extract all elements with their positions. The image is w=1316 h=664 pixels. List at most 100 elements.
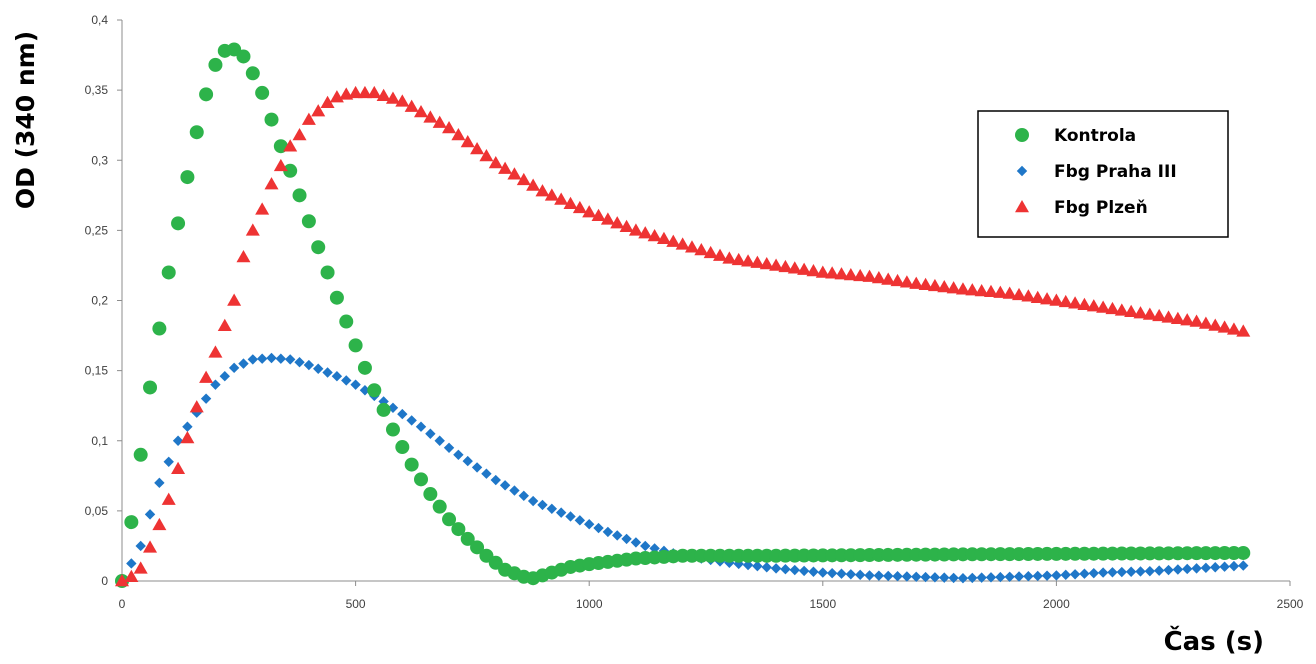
data-point-triangle	[647, 228, 662, 242]
data-point-triangle	[572, 200, 587, 214]
data-point-triangle	[899, 275, 914, 288]
data-point-triangle	[1068, 296, 1083, 309]
data-point-circle	[470, 540, 485, 555]
data-point-triangle	[937, 280, 952, 293]
data-point-triangle	[124, 569, 139, 583]
data-point-triangle	[479, 149, 494, 162]
data-point-diamond	[490, 474, 501, 486]
data-point-triangle	[152, 517, 167, 531]
data-point-triangle	[376, 88, 391, 101]
data-point-diamond	[864, 570, 875, 581]
data-point-triangle	[862, 269, 877, 282]
legend-label: Fbg Plzeň	[1054, 198, 1148, 218]
data-point-triangle	[1226, 322, 1241, 335]
data-point-triangle	[320, 95, 335, 108]
data-point-diamond	[1238, 560, 1249, 571]
data-point-diamond	[238, 358, 249, 369]
data-point-triangle	[675, 237, 690, 250]
data-point-triangle	[1077, 297, 1092, 310]
data-point-triangle	[255, 202, 270, 215]
x-tick-label: 1500	[809, 597, 836, 611]
data-point-diamond	[144, 509, 156, 520]
data-point-triangle	[1030, 290, 1045, 303]
data-point-circle	[208, 57, 223, 72]
data-point-triangle	[881, 272, 896, 285]
legend-label: Kontrola	[1054, 126, 1136, 146]
data-point-triangle	[385, 91, 400, 104]
data-point-diamond	[873, 570, 885, 581]
x-axis-title: Čas (s)	[1164, 625, 1264, 657]
x-tick-label: 2500	[1277, 597, 1304, 611]
data-point-triangle	[815, 265, 830, 278]
data-point-triangle	[955, 282, 970, 295]
data-point-diamond	[845, 569, 857, 580]
data-point-triangle	[1236, 324, 1251, 337]
data-point-triangle	[1189, 314, 1204, 327]
data-point-diamond	[929, 572, 941, 583]
data-point-circle	[329, 290, 344, 305]
data-point-triangle	[965, 283, 980, 296]
data-point-triangle	[600, 212, 615, 225]
data-point-triangle	[591, 208, 606, 222]
data-point-diamond	[546, 503, 558, 514]
data-point-triangle	[769, 258, 784, 271]
legend: Kontrola Fbg Praha III Fbg Plzeň	[977, 110, 1229, 238]
data-point-diamond	[967, 572, 978, 584]
data-point-triangle	[610, 216, 625, 229]
data-point-triangle	[834, 267, 849, 280]
data-point-triangle	[1040, 292, 1055, 305]
data-point-circle	[143, 380, 158, 395]
data-point-diamond	[341, 375, 352, 386]
y-tick-labels: 0 0,05 0,1 0,15 0,2 0,25 0,3 0,35 0,4	[85, 13, 122, 588]
data-point-diamond	[957, 572, 969, 584]
data-point-triangle	[1152, 308, 1167, 322]
data-point-diamond	[1041, 570, 1053, 581]
data-point-diamond	[200, 393, 212, 404]
data-point-triangle	[273, 158, 288, 172]
data-point-circle	[199, 87, 214, 102]
data-point-circle	[133, 447, 148, 462]
data-point-diamond	[350, 379, 361, 390]
data-point-diamond	[1088, 567, 1099, 579]
data-point-triangle	[1021, 289, 1036, 302]
data-point-circle	[339, 314, 354, 329]
data-point-circle	[152, 321, 167, 336]
legend-marker-diamond	[1016, 165, 1028, 177]
data-point-circle	[395, 440, 410, 455]
x-tick-label: 1000	[576, 597, 603, 611]
data-point-triangle	[656, 231, 671, 245]
data-point-triangle	[264, 177, 279, 190]
data-point-triangle	[909, 276, 924, 289]
data-point-triangle	[731, 252, 746, 266]
y-tick-label: 0,4	[91, 13, 108, 27]
data-point-circle	[245, 66, 260, 81]
data-point-triangle	[544, 188, 559, 201]
data-point-diamond	[1153, 565, 1165, 576]
data-point-triangle	[404, 99, 419, 112]
data-point-diamond	[210, 379, 221, 390]
data-point-diamond	[584, 518, 595, 530]
data-point-circle	[292, 188, 307, 203]
data-point-circle	[385, 422, 400, 437]
data-point-triangle	[993, 285, 1008, 298]
data-point-diamond	[939, 572, 950, 583]
data-point-diamond	[1013, 571, 1025, 582]
y-tick-label: 0,3	[91, 153, 108, 167]
data-point-triangle	[236, 250, 251, 263]
y-tick-label: 0,15	[85, 364, 109, 378]
data-point-diamond	[826, 567, 838, 579]
data-point-triangle	[666, 234, 681, 247]
data-point-diamond	[602, 526, 614, 538]
data-point-triangle	[927, 278, 942, 292]
data-point-diamond	[612, 530, 623, 541]
y-tick-label: 0,25	[85, 223, 109, 237]
data-point-triangle	[1133, 306, 1148, 319]
data-point-triangle	[115, 574, 129, 587]
data-point-triangle	[161, 492, 176, 505]
data-point-triangle	[301, 112, 316, 125]
data-point-triangle	[395, 94, 410, 107]
data-point-circle	[1236, 545, 1251, 560]
data-point-circle	[180, 170, 195, 185]
data-point-triangle	[1170, 311, 1185, 324]
data-point-triangle	[797, 262, 812, 275]
